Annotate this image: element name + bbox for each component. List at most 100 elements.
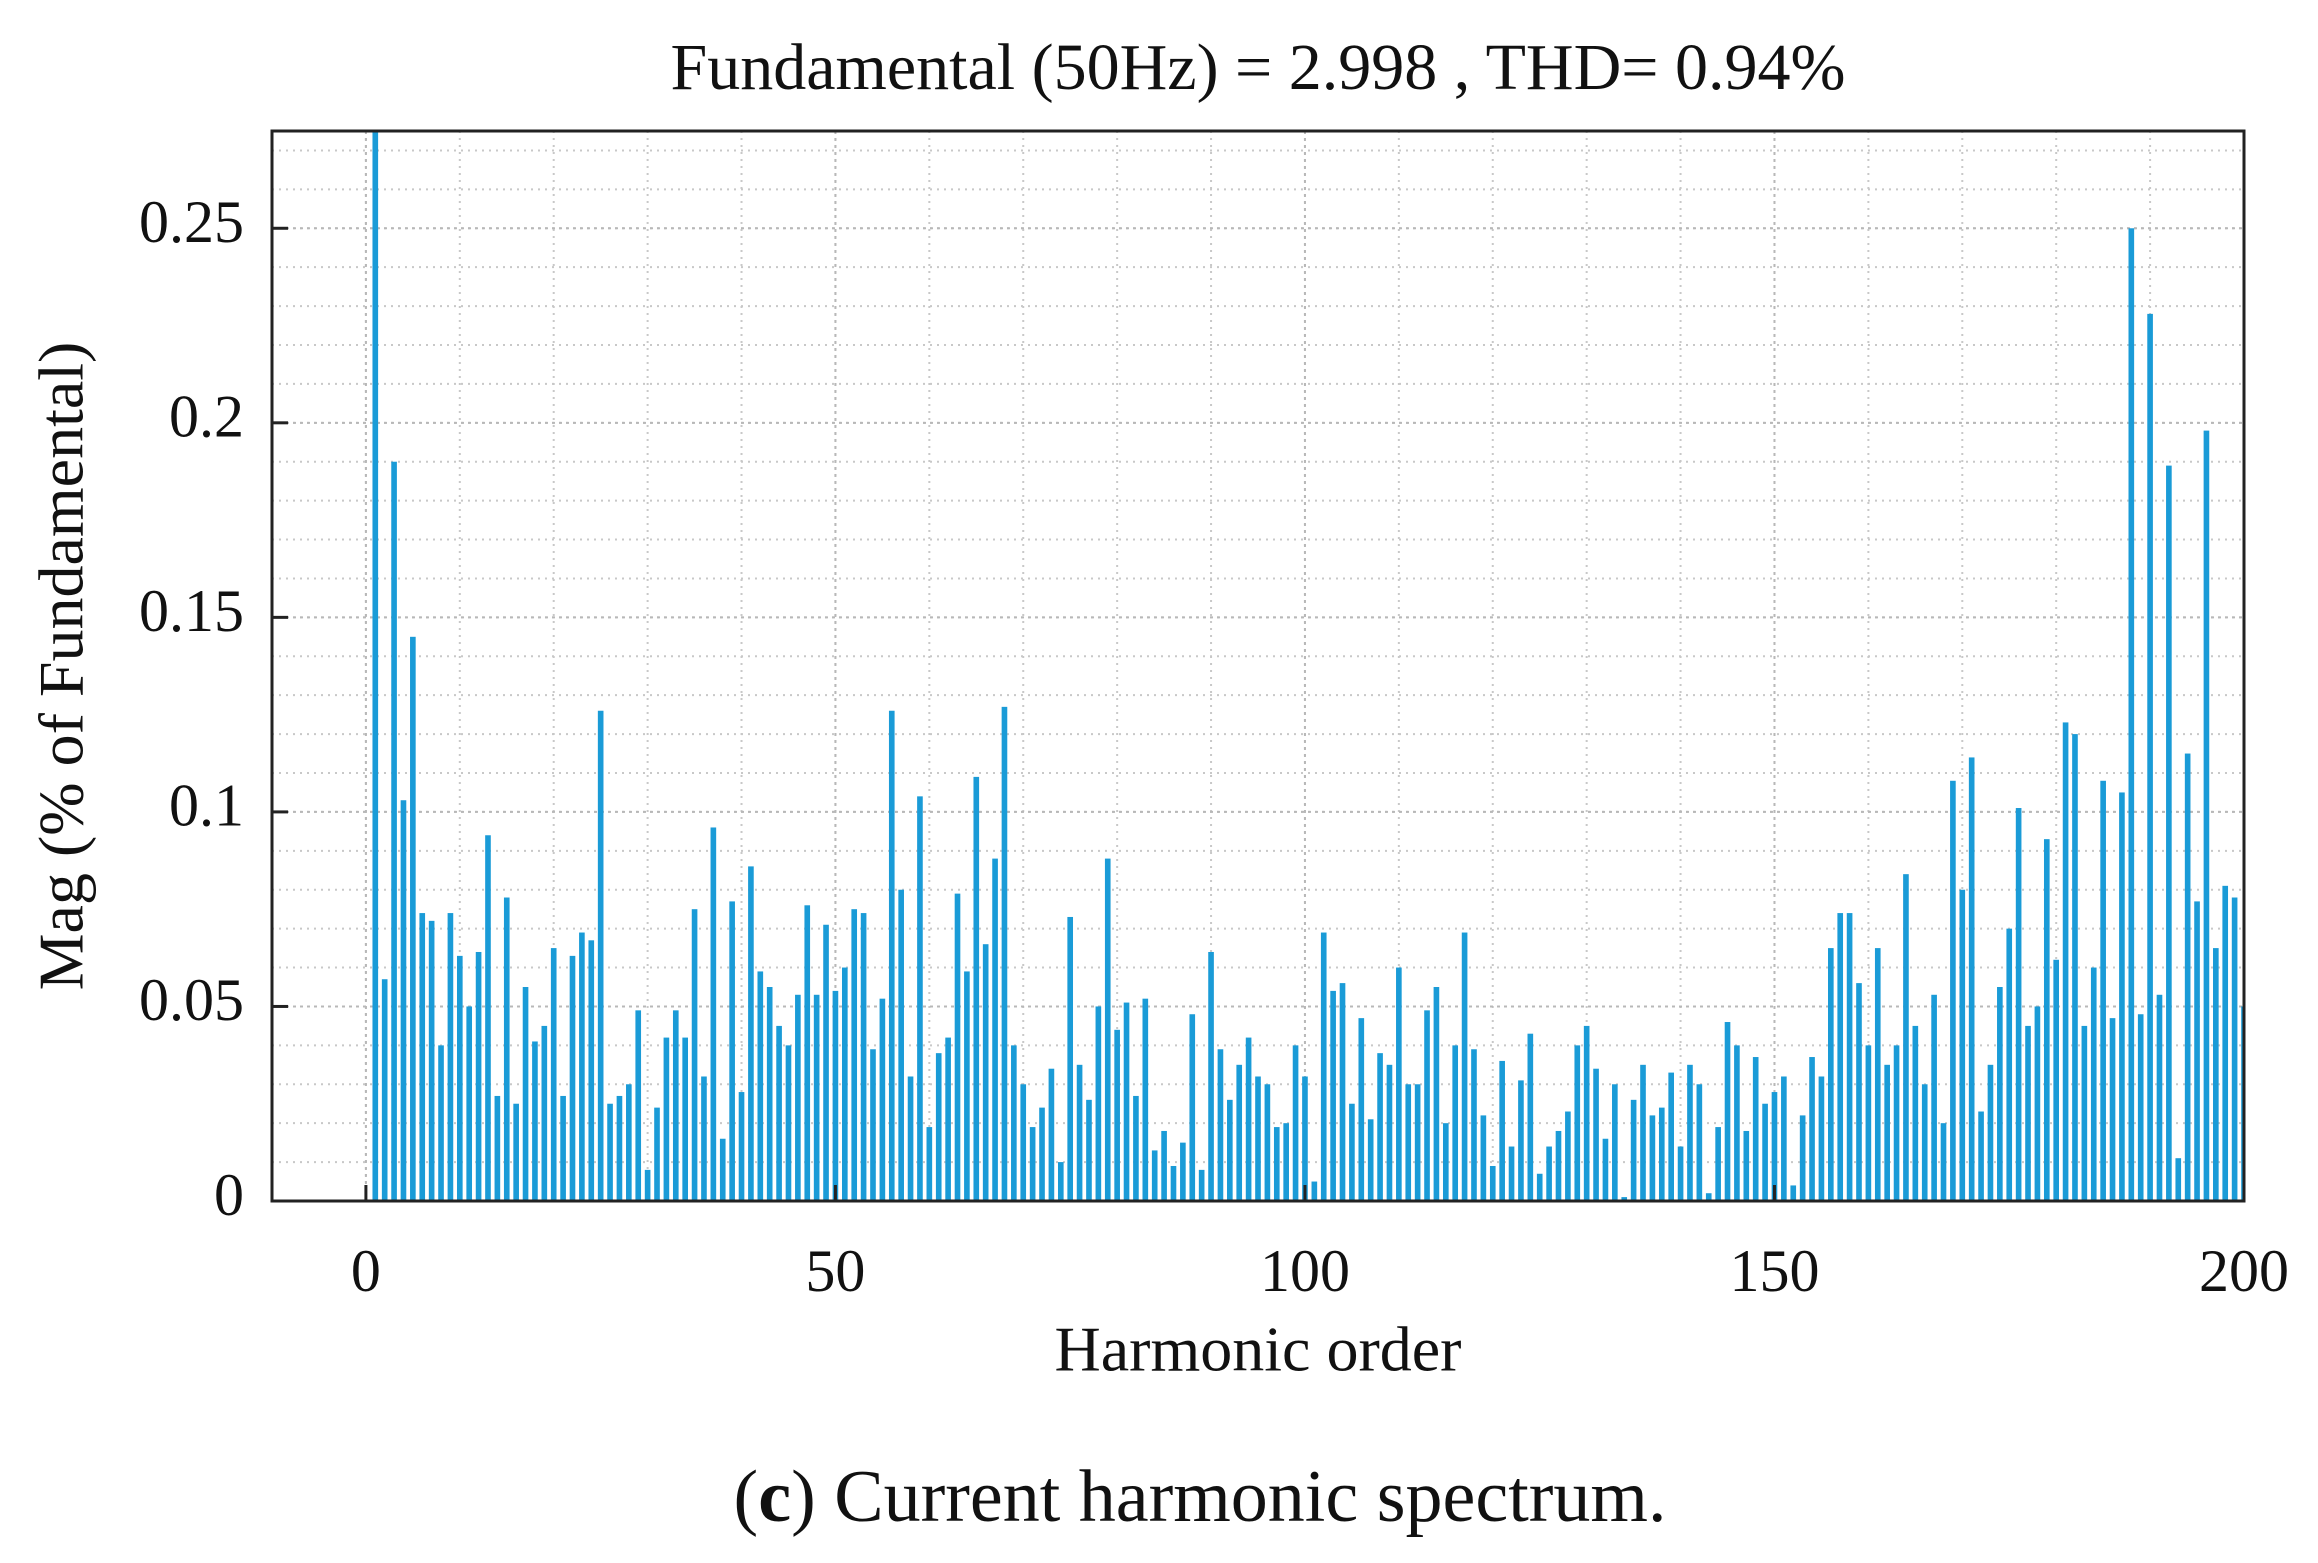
bar: [447, 913, 454, 1201]
bar: [1170, 1165, 1177, 1201]
bar: [1987, 1064, 1994, 1201]
bar: [785, 1045, 792, 1201]
caption: (c) Current harmonic spectrum.: [734, 1456, 1667, 1538]
bar: [1180, 1142, 1186, 1201]
bar: [1649, 1115, 1656, 1201]
y-axis-label: Mag (% of Fundamental): [26, 342, 97, 991]
bar: [1752, 1057, 1759, 1201]
bar: [1396, 967, 1402, 1201]
bar: [2043, 839, 2050, 1201]
y-tick-label: 0.15: [139, 578, 244, 644]
bar: [879, 998, 886, 1201]
bar: [964, 971, 970, 1201]
bar: [1621, 1197, 1628, 1201]
bar: [2194, 901, 2200, 1201]
bar: [2213, 948, 2219, 1201]
bar: [1471, 1049, 1477, 1201]
bar: [2119, 792, 2125, 1201]
bar: [1358, 1018, 1365, 1201]
bar: [992, 858, 998, 1201]
bar: [1874, 948, 1881, 1201]
bar: [2128, 228, 2135, 1201]
ticks: 0 50 100 150 200 0 0.05 0.1 0.15 0.2 0.25: [139, 189, 2289, 1304]
bar: [870, 1049, 876, 1201]
bar: [391, 461, 397, 1201]
bar: [1921, 1084, 1928, 1201]
bar: [1198, 1169, 1205, 1201]
bar: [1433, 987, 1440, 1201]
caption-letter: c: [758, 1456, 791, 1538]
bar: [2137, 1014, 2144, 1201]
bar: [522, 987, 529, 1201]
bar: [907, 1076, 914, 1201]
bar: [2109, 1018, 2116, 1201]
bar: [541, 1025, 548, 1201]
bar: [1133, 1095, 1139, 1201]
bar: [1142, 998, 1149, 1201]
bar: [2006, 928, 2013, 1201]
bar: [2072, 734, 2078, 1201]
bar: [1123, 1002, 1130, 1201]
bar: [1527, 1033, 1534, 1201]
bar: [2025, 1025, 2031, 1201]
bar: [550, 948, 557, 1201]
bar: [898, 889, 904, 1201]
bar: [1189, 1014, 1196, 1201]
bar: [419, 913, 426, 1201]
bar: [1020, 1084, 1027, 1201]
x-tick-label: 100: [1260, 1238, 1350, 1304]
bar: [1743, 1130, 1750, 1201]
bar: [1208, 951, 1214, 1201]
bar: [766, 987, 773, 1201]
x-tick-label: 150: [1729, 1238, 1819, 1304]
bar: [1574, 1045, 1581, 1201]
bar: [1555, 1130, 1562, 1201]
bar: [719, 1138, 726, 1201]
bar: [2166, 465, 2172, 1201]
bar: [569, 955, 576, 1201]
bar: [691, 909, 698, 1201]
bar: [1612, 1084, 1618, 1201]
bar: [1057, 1162, 1064, 1201]
bar: [475, 951, 482, 1201]
bar: [1724, 1022, 1731, 1201]
bar: [1095, 1006, 1102, 1201]
bar: [1846, 913, 1853, 1201]
bar: [1865, 1045, 1872, 1201]
bar: [1809, 1057, 1815, 1201]
bar: [1011, 1045, 1017, 1201]
bar: [1424, 1010, 1430, 1201]
bar: [1959, 889, 1966, 1201]
y-tick-label: 0.05: [139, 967, 244, 1033]
bar: [2184, 753, 2191, 1201]
bar: [2034, 1006, 2041, 1201]
bar: [1837, 913, 1844, 1201]
bar: [917, 796, 923, 1201]
bar: [1386, 1064, 1393, 1201]
bar: [1245, 1037, 1252, 1201]
y-tick-label: 0: [214, 1162, 244, 1228]
bar: [597, 710, 604, 1201]
bar: [381, 979, 388, 1201]
bar: [1677, 1146, 1684, 1201]
bar: [1818, 1076, 1825, 1201]
bar: [410, 636, 416, 1201]
bar: [1264, 1084, 1271, 1201]
bar: [1255, 1076, 1261, 1201]
bar: [954, 893, 961, 1201]
bar: [485, 835, 491, 1201]
x-tick-label: 0: [351, 1238, 381, 1304]
bar: [579, 932, 585, 1201]
bar: [1161, 1130, 1167, 1201]
bar: [1931, 994, 1937, 1201]
bar: [1771, 1092, 1778, 1201]
bar: [1048, 1068, 1055, 1201]
caption-open: (: [734, 1456, 759, 1538]
bar: [1217, 1049, 1224, 1201]
bar: [1114, 1029, 1120, 1201]
bar: [729, 901, 735, 1201]
bar: [1828, 948, 1834, 1201]
bar: [682, 1037, 688, 1201]
bar: [1856, 983, 1862, 1201]
